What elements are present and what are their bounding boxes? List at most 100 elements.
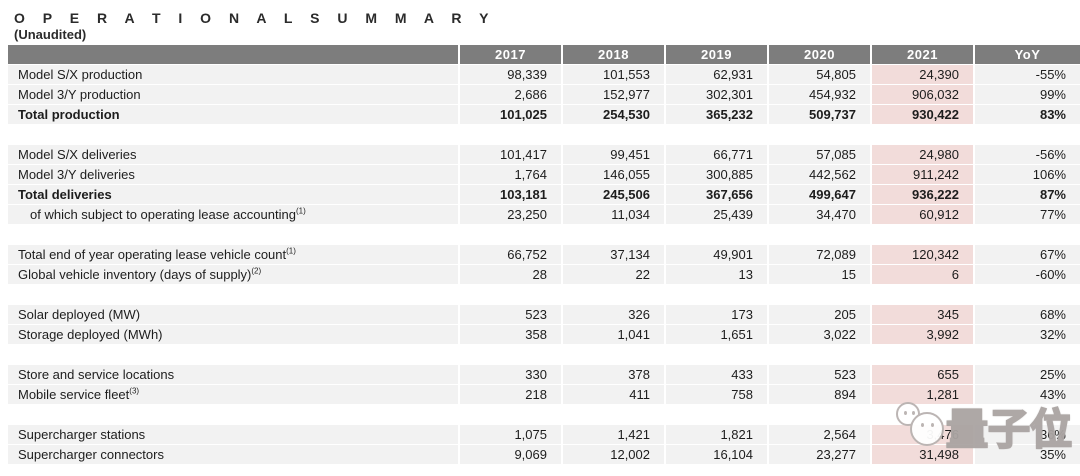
value-cell: 23,250 (458, 205, 561, 224)
page-title: O P E R A T I O N A L S U M M A R Y (14, 10, 496, 26)
value-cell: 25,439 (664, 205, 767, 224)
value-cell: 3,476 (870, 425, 973, 444)
value-cell: 101,025 (458, 105, 561, 124)
value-cell: 12,002 (561, 445, 664, 464)
value-cell: 37,134 (561, 245, 664, 264)
table-row: Model S/X production 98,339 101,553 62,931 5… (8, 65, 1080, 85)
section-gap (8, 405, 1080, 425)
table-row: Supercharger connectors 9,069 12,002 16,104… (8, 445, 1080, 465)
value-cell: 11,034 (561, 205, 664, 224)
value-cell: 326 (561, 305, 664, 324)
row-label: Solar deployed (MW) (8, 305, 458, 324)
value-cell: 245,506 (561, 185, 664, 204)
value-cell: -60% (973, 265, 1080, 284)
row-label: Model S/X production (8, 65, 458, 84)
row-label: Supercharger connectors (8, 445, 458, 464)
value-cell: 98,339 (458, 65, 561, 84)
row-label: Model 3/Y production (8, 85, 458, 104)
value-cell: 34,470 (767, 205, 870, 224)
value-cell: 62,931 (664, 65, 767, 84)
value-cell: 57,085 (767, 145, 870, 164)
row-label: Global vehicle inventory (days of supply… (8, 265, 458, 284)
value-cell: 367,656 (664, 185, 767, 204)
row-label: Total deliveries (8, 185, 458, 204)
table-row: Solar deployed (MW) 523 326 173 205 345 68% (8, 305, 1080, 325)
value-cell: 2,686 (458, 85, 561, 104)
table-row: Storage deployed (MWh) 358 1,041 1,651 3,022… (8, 325, 1080, 345)
value-cell: 454,932 (767, 85, 870, 104)
value-cell: 24,980 (870, 145, 973, 164)
value-cell: 936,222 (870, 185, 973, 204)
value-cell: 106% (973, 165, 1080, 184)
value-cell: 1,651 (664, 325, 767, 344)
value-cell: 9,069 (458, 445, 561, 464)
value-cell: 3,022 (767, 325, 870, 344)
table-row: Total production 101,025 254,530 365,232 509… (8, 105, 1080, 125)
row-label: Store and service locations (8, 365, 458, 384)
column-header-2019: 2019 (664, 45, 767, 64)
value-cell: 15 (767, 265, 870, 284)
table-row: Model 3/Y deliveries 1,764 146,055 300,885 4… (8, 165, 1080, 185)
value-cell: 101,417 (458, 145, 561, 164)
value-cell: 87% (973, 185, 1080, 204)
row-label: Supercharger stations (8, 425, 458, 444)
section-gap (8, 345, 1080, 365)
value-cell: 66,771 (664, 145, 767, 164)
row-label: Model S/X deliveries (8, 145, 458, 164)
value-cell: 72,089 (767, 245, 870, 264)
value-cell: 6 (870, 265, 973, 284)
value-cell: 365,232 (664, 105, 767, 124)
table-row: Global vehicle inventory (days of supply… (8, 265, 1080, 285)
value-cell: 1,821 (664, 425, 767, 444)
value-cell: 442,562 (767, 165, 870, 184)
section-gap (8, 225, 1080, 245)
value-cell: 911,242 (870, 165, 973, 184)
value-cell: 1,421 (561, 425, 664, 444)
value-cell: 13 (664, 265, 767, 284)
value-cell: 411 (561, 385, 664, 404)
value-cell: 66,752 (458, 245, 561, 264)
value-cell: 894 (767, 385, 870, 404)
value-cell: 25% (973, 365, 1080, 384)
value-cell: 345 (870, 305, 973, 324)
row-label: Model 3/Y deliveries (8, 165, 458, 184)
table-row: Model 3/Y production 2,686 152,977 302,301 4… (8, 85, 1080, 105)
row-label: Total end of year operating lease vehicl… (8, 245, 458, 264)
table-row: of which subject to operating lease acco… (8, 205, 1080, 225)
value-cell: 120,342 (870, 245, 973, 264)
value-cell: 152,977 (561, 85, 664, 104)
value-cell: 758 (664, 385, 767, 404)
table-row: Store and service locations 330 378 433 523 6… (8, 365, 1080, 385)
summary-table: 2017 2018 2019 2020 2021 YoY Model S/X product… (8, 45, 1080, 465)
value-cell: 23,277 (767, 445, 870, 464)
value-cell: 173 (664, 305, 767, 324)
value-cell: -55% (973, 65, 1080, 84)
value-cell: 60,912 (870, 205, 973, 224)
section-gap (8, 285, 1080, 305)
value-cell: 31,498 (870, 445, 973, 464)
title-block: O P E R A T I O N A L S U M M A R Y (Una… (0, 0, 1080, 43)
row-label: Total production (8, 105, 458, 124)
row-label: of which subject to operating lease acco… (8, 205, 458, 224)
value-cell: 24,390 (870, 65, 973, 84)
value-cell: 300,885 (664, 165, 767, 184)
column-header-yoy: YoY (973, 45, 1080, 64)
column-header-2017: 2017 (458, 45, 561, 64)
value-cell: 103,181 (458, 185, 561, 204)
value-cell: 35% (973, 445, 1080, 464)
value-cell: 1,075 (458, 425, 561, 444)
section-gap (8, 125, 1080, 145)
value-cell: 99% (973, 85, 1080, 104)
table-row: Supercharger stations 1,075 1,421 1,821 2,56… (8, 425, 1080, 445)
table-row: Mobile service fleet(3) 218 411 758 894 1,281… (8, 385, 1080, 405)
column-header-2021: 2021 (870, 45, 973, 64)
value-cell: 32% (973, 325, 1080, 344)
page-subtitle: (Unaudited) (14, 27, 87, 42)
value-cell: 523 (767, 365, 870, 384)
value-cell: 3,992 (870, 325, 973, 344)
value-cell: 930,422 (870, 105, 973, 124)
value-cell: 330 (458, 365, 561, 384)
value-cell: 378 (561, 365, 664, 384)
value-cell: 655 (870, 365, 973, 384)
value-cell: 77% (973, 205, 1080, 224)
